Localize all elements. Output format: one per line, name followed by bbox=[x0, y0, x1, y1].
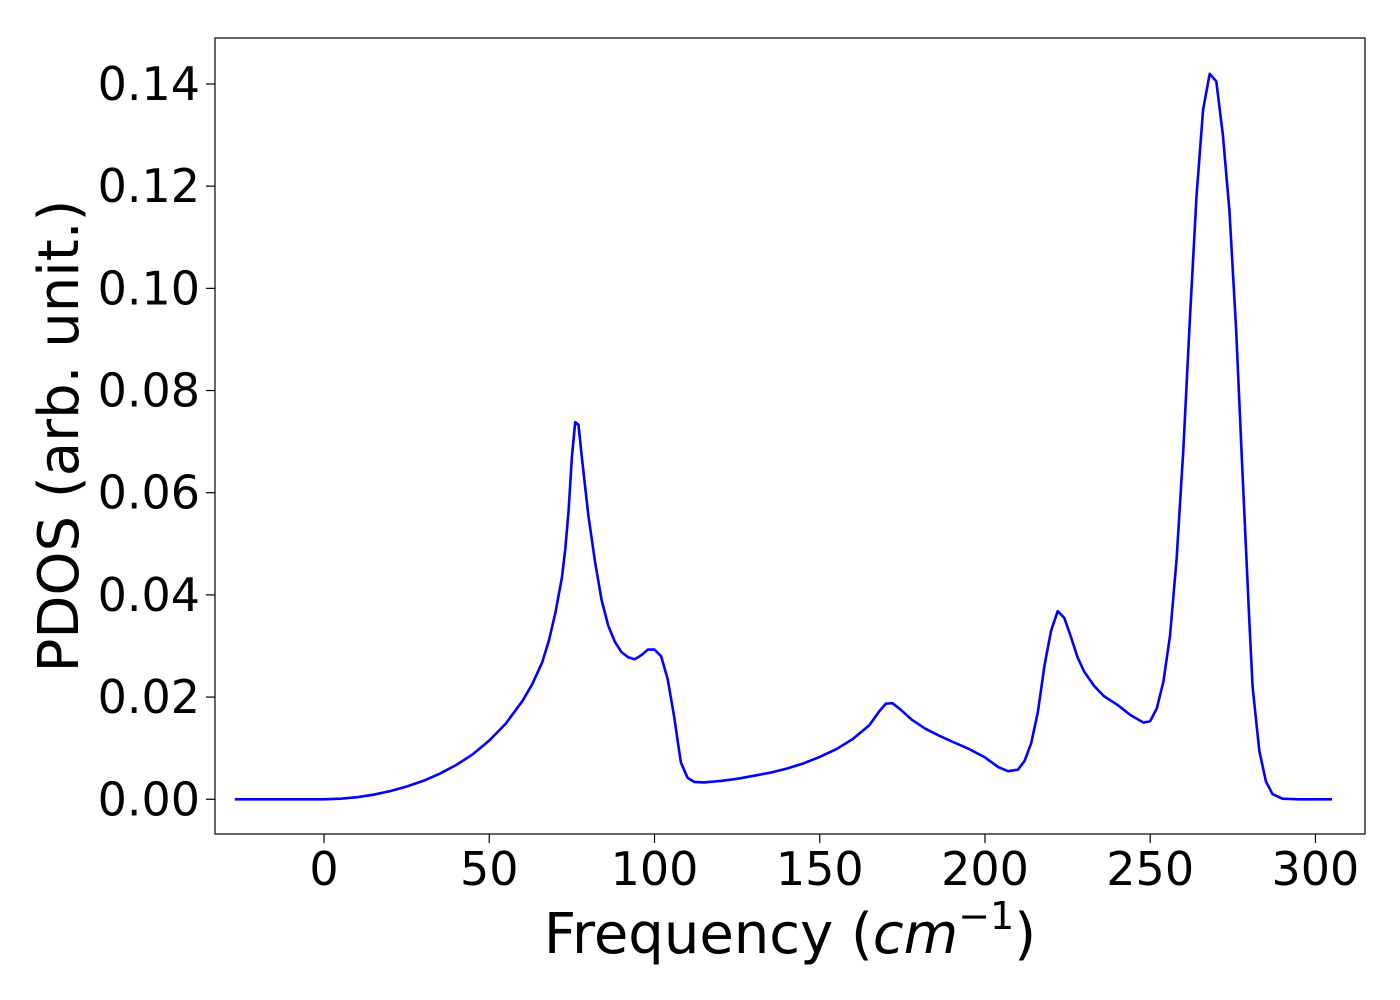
plot-frame bbox=[214, 37, 1366, 835]
x-axis-label-text: Frequency ( bbox=[544, 902, 873, 967]
x-axis-label-unit: cm bbox=[873, 902, 958, 967]
plot-area bbox=[214, 37, 1366, 835]
x-tick-label: 0 bbox=[309, 842, 338, 896]
x-axis-label-exponent: −1 bbox=[958, 894, 1014, 938]
pdos-series-line bbox=[234, 72, 1332, 801]
x-axis-label-close: ) bbox=[1014, 902, 1036, 967]
x-axis-label: Frequency (cm−1) bbox=[544, 894, 1036, 967]
x-tick-label: 150 bbox=[776, 842, 864, 896]
y-tick-label: 0.00 bbox=[98, 772, 200, 826]
x-tick-label: 200 bbox=[941, 842, 1029, 896]
y-axis: 0.00 0.02 0.04 0.06 0.08 0.10 0.12 0.14 bbox=[98, 57, 215, 826]
y-tick-label: 0.04 bbox=[98, 568, 200, 622]
x-tick-label: 50 bbox=[460, 842, 519, 896]
y-tick-label: 0.10 bbox=[98, 261, 200, 315]
x-tick-label: 100 bbox=[611, 842, 699, 896]
y-tick-label: 0.06 bbox=[98, 466, 200, 520]
y-axis-label: PDOS (arb. unit.) bbox=[27, 200, 92, 673]
y-tick-label: 0.14 bbox=[98, 57, 200, 111]
x-axis: 0 50 100 150 200 250 300 bbox=[309, 834, 1359, 896]
y-tick-label: 0.08 bbox=[98, 364, 200, 418]
x-tick-label: 250 bbox=[1106, 842, 1194, 896]
x-tick-label: 300 bbox=[1272, 842, 1360, 896]
y-tick-label: 0.12 bbox=[98, 159, 200, 213]
y-tick-label: 0.02 bbox=[98, 670, 200, 724]
